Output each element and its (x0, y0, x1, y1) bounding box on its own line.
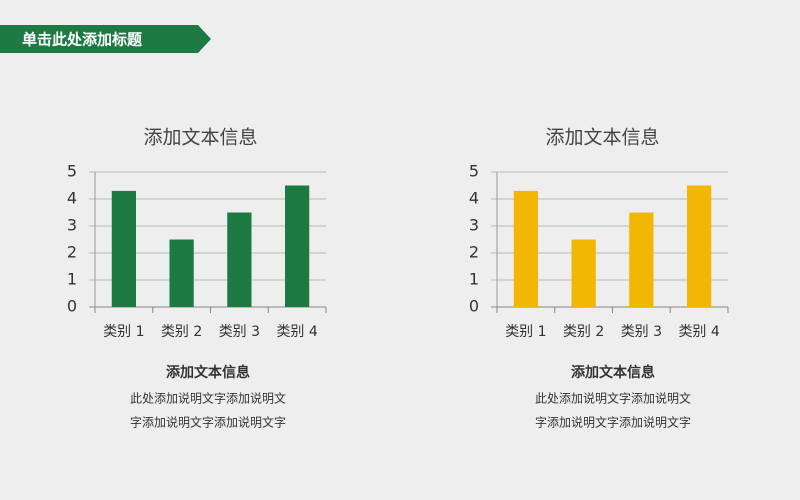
caption-line: 字添加说明文字添加说明文字 (535, 415, 691, 430)
y-tick-label: 3 (469, 216, 479, 235)
bar (284, 185, 310, 307)
y-tick-label: 0 (67, 297, 77, 316)
bar (629, 212, 654, 307)
header-title: 单击此处添加标题 (22, 31, 143, 49)
bar (111, 190, 137, 307)
caption-line: 此处添加说明文字添加说明文 (535, 391, 691, 406)
y-tick-label: 4 (67, 189, 77, 208)
bar (513, 190, 539, 307)
caption-title: 添加文本信息 (571, 364, 655, 381)
y-tick-label: 2 (469, 243, 479, 262)
x-tick-label: 类别 2 (161, 324, 202, 340)
bar (169, 239, 194, 307)
y-tick-label: 1 (469, 270, 479, 289)
chart-title: 添加文本信息 (143, 127, 257, 149)
x-tick-label: 类别 1 (103, 324, 144, 340)
x-tick-label: 类别 2 (563, 324, 604, 340)
x-tick-label: 类别 3 (219, 324, 260, 340)
caption-line: 此处添加说明文字添加说明文 (130, 391, 286, 406)
x-tick-label: 类别 4 (678, 324, 719, 340)
y-tick-label: 4 (469, 189, 479, 208)
caption-title: 添加文本信息 (166, 364, 250, 381)
y-tick-label: 1 (67, 270, 77, 289)
y-tick-label: 5 (469, 162, 479, 181)
y-tick-label: 0 (469, 297, 479, 316)
bar (227, 212, 252, 307)
y-tick-label: 5 (67, 162, 77, 181)
x-tick-label: 类别 3 (621, 324, 662, 340)
caption-line: 字添加说明文字添加说明文字 (130, 415, 286, 430)
header-banner (0, 25, 211, 53)
bar (571, 239, 596, 307)
bar (686, 185, 712, 307)
x-tick-label: 类别 4 (276, 324, 317, 340)
x-tick-label: 类别 1 (505, 324, 546, 340)
y-tick-label: 3 (67, 216, 77, 235)
chart-title: 添加文本信息 (545, 127, 659, 149)
y-tick-label: 2 (67, 243, 77, 262)
